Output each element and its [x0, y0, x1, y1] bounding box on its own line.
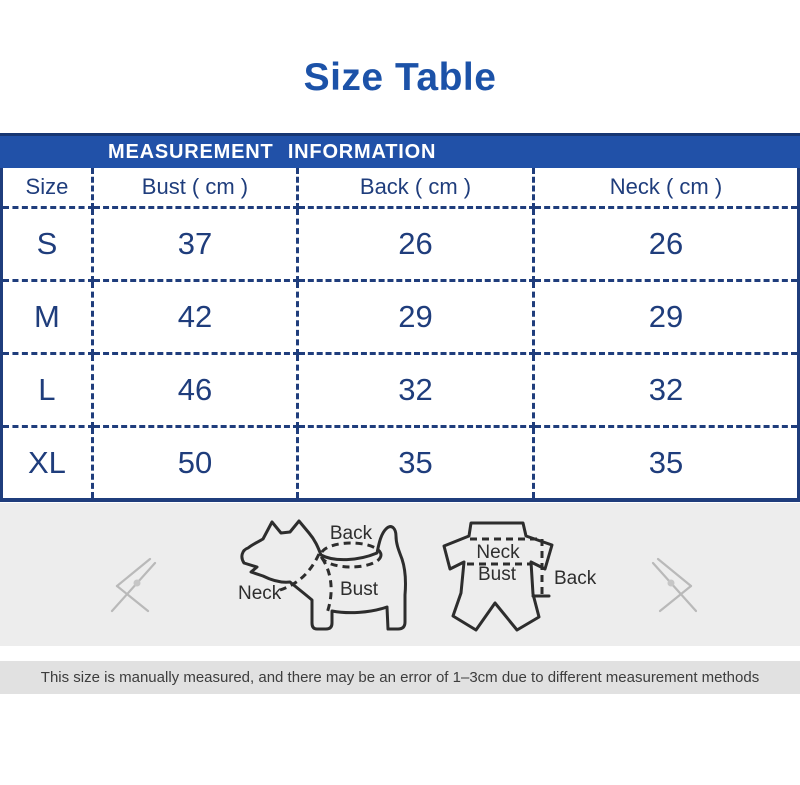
measurement-table: Size Bust ( cm ) Back ( cm ) Neck ( cm )… — [0, 168, 800, 502]
table-row-s: S 37 26 26 — [1, 206, 799, 282]
size-label: XL — [1, 425, 94, 500]
size-label: M — [1, 279, 94, 355]
back-value: 32 — [296, 352, 535, 428]
neck-value: 35 — [531, 425, 799, 500]
dog-bust-label: Bust — [340, 579, 379, 600]
dog-back-measure-line — [319, 541, 383, 569]
size-label: L — [1, 352, 94, 428]
table-row-xl: XL 50 35 35 — [1, 425, 799, 500]
garment-back-label: Back — [554, 568, 597, 589]
bust-value: 46 — [90, 352, 300, 428]
garment-outline-icon — [442, 521, 554, 632]
col-header-size: Size — [1, 168, 94, 209]
garment-measurement-diagram: Neck Bust Back — [442, 521, 597, 632]
size-table: MEASUREMENT INFORMATION Size Bust ( cm )… — [0, 133, 800, 502]
header-row: Size Bust ( cm ) Back ( cm ) Neck ( cm ) — [1, 168, 799, 209]
dog-measurement-diagram: Back Neck Bust — [238, 519, 408, 631]
back-value: 26 — [296, 206, 535, 282]
col-header-neck: Neck ( cm ) — [531, 168, 799, 209]
neck-value: 26 — [531, 206, 799, 282]
table-row-l: L 46 32 32 — [1, 352, 799, 428]
dog-outline-icon — [240, 519, 408, 631]
bust-value: 42 — [90, 279, 300, 355]
table-banner: MEASUREMENT INFORMATION — [0, 133, 800, 168]
neck-value: 29 — [531, 279, 799, 355]
garment-bust-label: Bust — [478, 564, 517, 585]
bust-value: 37 — [90, 206, 300, 282]
dog-back-label: Back — [330, 523, 373, 544]
dog-neck-label: Neck — [238, 583, 282, 604]
table-row-m: M 42 29 29 — [1, 279, 799, 355]
bust-value: 50 — [90, 425, 300, 500]
back-value: 35 — [296, 425, 535, 500]
garment-neck-label: Neck — [476, 542, 520, 563]
back-value: 29 — [296, 279, 535, 355]
neck-value: 32 — [531, 352, 799, 428]
dog-neck-measure-line — [279, 553, 321, 592]
carousel-next-icon[interactable] — [642, 547, 704, 615]
carousel-prev-icon[interactable] — [104, 547, 166, 615]
measurement-disclaimer: This size is manually measured, and ther… — [0, 661, 800, 694]
dog-bust-measure-line — [320, 557, 333, 614]
measurement-diagram-panel: Back Neck Bust Neck Bust Back — [0, 503, 800, 646]
col-header-bust: Bust ( cm ) — [90, 168, 300, 209]
size-label: S — [1, 206, 94, 282]
col-header-back: Back ( cm ) — [296, 168, 535, 209]
page-title: Size Table — [303, 56, 497, 99]
